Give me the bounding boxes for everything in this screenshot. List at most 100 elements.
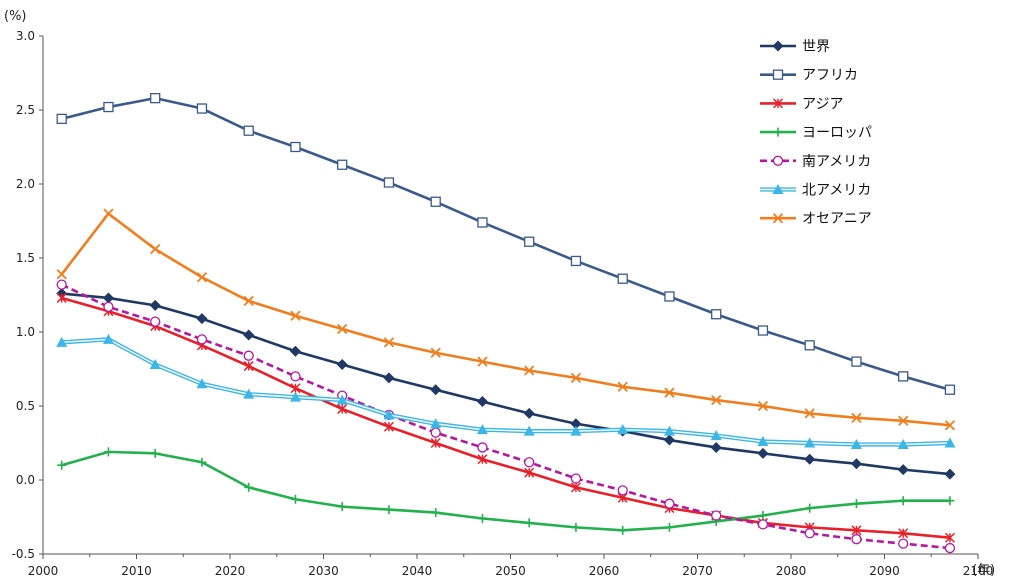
data-point: [758, 511, 768, 521]
data-point: [337, 403, 348, 414]
data-point: [103, 301, 114, 312]
y-tick-label: 2.5: [16, 103, 35, 117]
data-point: [710, 430, 722, 441]
data-point: [570, 473, 582, 484]
data-point: [383, 421, 394, 432]
data-point: [196, 272, 208, 283]
data-point: [337, 323, 348, 335]
data-point: [383, 409, 395, 420]
series-世界: [56, 288, 956, 480]
data-point: [570, 418, 582, 430]
data-point: [772, 40, 784, 52]
data-point: [944, 437, 956, 448]
data-point: [850, 438, 862, 449]
y-axis-unit-label: (%): [4, 9, 27, 24]
legend-label: アフリカ: [802, 68, 858, 84]
data-point: [103, 208, 114, 219]
data-point: [336, 359, 348, 371]
series-line: [60, 212, 951, 427]
data-point: [897, 438, 909, 449]
data-point: [711, 394, 722, 406]
data-point: [476, 424, 488, 435]
data-point: [336, 394, 348, 405]
data-point: [430, 437, 441, 449]
data-point: [431, 508, 441, 518]
x-tick-label: 2000: [28, 564, 59, 578]
data-point: [663, 425, 675, 436]
data-point: [56, 279, 67, 290]
data-point: [383, 372, 395, 384]
data-point: [898, 528, 909, 539]
data-point: [477, 217, 488, 228]
data-point: [150, 93, 161, 104]
data-point: [617, 424, 629, 435]
data-point: [664, 522, 674, 532]
data-point: [772, 213, 784, 224]
data-point: [524, 365, 535, 376]
y-tick-label: 0.5: [16, 399, 35, 413]
legend-entry: アフリカ: [760, 68, 858, 84]
data-point: [524, 236, 535, 247]
data-point: [772, 69, 784, 80]
y-tick-label: -0.5: [12, 547, 35, 561]
x-tick-label: 2070: [682, 564, 713, 578]
data-point: [243, 350, 254, 361]
series-オセアニア: [56, 208, 956, 431]
data-point: [430, 418, 442, 429]
data-point: [772, 155, 784, 166]
series-北アメリカ: [56, 333, 956, 449]
data-point: [150, 448, 160, 458]
x-tick-label: 2010: [121, 564, 152, 578]
series-ヨーロッパ: [57, 447, 955, 535]
data-point: [290, 310, 301, 321]
x-tick-label: 2060: [589, 564, 620, 578]
data-point: [430, 427, 441, 438]
data-point: [898, 415, 909, 426]
data-point: [56, 269, 67, 280]
data-point: [664, 291, 675, 302]
legend-entry: 北アメリカ: [760, 183, 871, 199]
data-point: [944, 468, 956, 480]
data-point: [851, 525, 862, 536]
data-point: [772, 98, 784, 109]
y-tick-label: 0.0: [16, 473, 35, 487]
data-point: [944, 532, 955, 543]
data-point: [898, 538, 909, 549]
x-axis-unit-label: (年): [972, 563, 995, 578]
data-point: [243, 388, 255, 399]
data-point: [524, 467, 535, 478]
legend-label: オセアニア: [802, 211, 872, 227]
series-line: [61, 337, 951, 447]
data-point: [804, 408, 815, 419]
legend-label: 南アメリカ: [802, 154, 871, 170]
data-point: [196, 103, 208, 114]
data-point: [898, 496, 908, 506]
data-point: [851, 534, 862, 545]
data-point: [804, 437, 816, 448]
y-tick-label: 3.0: [16, 29, 35, 43]
data-point: [757, 447, 769, 459]
data-point: [290, 383, 301, 394]
legend-entry: アジア: [760, 96, 843, 112]
data-point: [290, 371, 301, 382]
series-南アメリカ: [56, 279, 956, 554]
data-point: [149, 299, 161, 311]
data-point: [196, 313, 208, 325]
data-point: [664, 387, 675, 398]
data-point: [523, 425, 535, 436]
data-point: [290, 141, 301, 153]
data-point: [243, 329, 255, 341]
data-point: [618, 525, 628, 535]
data-point: [290, 494, 300, 504]
data-point: [477, 356, 488, 367]
legend-entry: オセアニア: [760, 211, 872, 227]
series-line: [61, 96, 951, 391]
x-tick-label: 2040: [402, 564, 433, 578]
data-point: [244, 482, 254, 492]
data-point: [711, 309, 722, 320]
series-アジア: [56, 292, 955, 543]
data-point: [805, 503, 815, 513]
y-tick-label: 2.0: [16, 177, 35, 191]
